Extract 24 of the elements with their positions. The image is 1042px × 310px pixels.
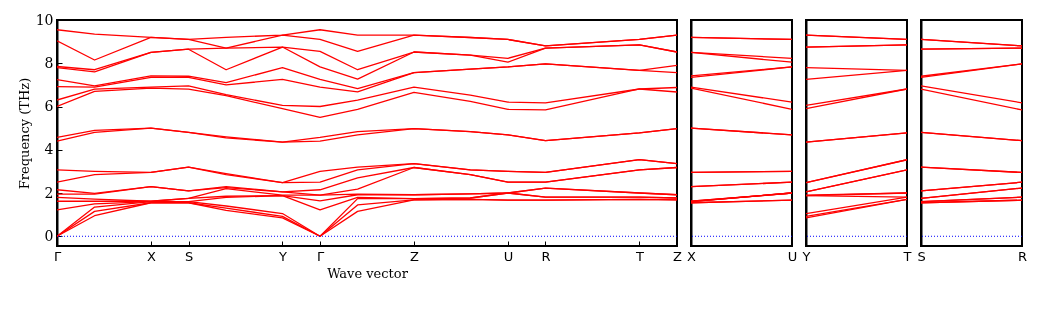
x-tick-label: R bbox=[1017, 248, 1028, 264]
y-tick-label: 6 bbox=[44, 98, 54, 115]
y-axis-title: Frequency (THz) bbox=[16, 77, 32, 190]
x-tick-label: R bbox=[541, 248, 551, 264]
y-tick-label: 2 bbox=[44, 184, 54, 201]
y-tick-label: 8 bbox=[44, 54, 54, 71]
x-tick-label: Γ bbox=[53, 248, 62, 264]
x-tick-label: T bbox=[902, 248, 912, 264]
x-tick-label: U bbox=[787, 248, 798, 264]
x-tick-label: S bbox=[184, 248, 194, 264]
x-tick-label: T bbox=[634, 248, 644, 264]
x-tick-label: S bbox=[917, 248, 926, 264]
x-tick-label: Y bbox=[277, 248, 287, 264]
x-tick-label: X bbox=[146, 248, 156, 264]
y-tick-label: 4 bbox=[44, 141, 54, 158]
x-tick-label: Y bbox=[801, 248, 811, 264]
x-tick-label: Z bbox=[673, 248, 683, 264]
x-tick-label: Γ bbox=[316, 248, 325, 264]
x-tick-label: U bbox=[503, 248, 514, 264]
x-tick-label: Z bbox=[410, 248, 420, 264]
x-tick-label: X bbox=[687, 248, 697, 264]
x-axis-title: Wave vector bbox=[327, 265, 409, 281]
y-tick-label: 0 bbox=[44, 227, 54, 244]
y-tick-label: 10 bbox=[35, 11, 54, 28]
